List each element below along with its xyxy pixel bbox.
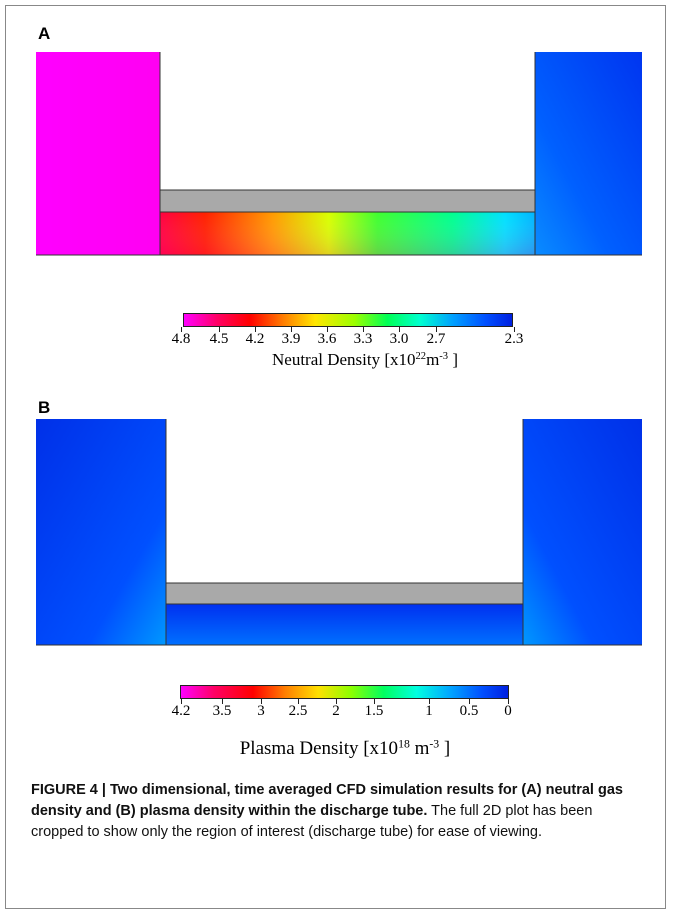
colorbar-tick-mark xyxy=(261,699,262,704)
colorbar-tick-label: 2.5 xyxy=(288,703,308,719)
colorbar-tick-label: 3.6 xyxy=(317,331,337,347)
colorbar-tick-mark xyxy=(336,699,337,704)
colorbar-tick-label: 4.2 xyxy=(245,331,265,347)
colorbar-tick-label: 2.7 xyxy=(426,331,446,347)
colorbar-tick-mark xyxy=(298,699,299,704)
colorbar-tick-mark xyxy=(222,699,223,704)
colorbar-tick-mark xyxy=(436,327,437,332)
colorbar-tick-mark xyxy=(181,699,182,704)
colorbar-tick-label: 3.9 xyxy=(281,331,301,347)
figure-caption-bold: FIGURE 4 | Two dimensional, time average… xyxy=(31,782,623,819)
colorbar-tick-label: 1 xyxy=(425,703,433,719)
colorbar-tick-label: 3.0 xyxy=(389,331,409,347)
panel-b-tube-wall xyxy=(165,582,524,605)
neutral-density-colorbar xyxy=(183,313,513,327)
colorbar-tick-label: 3.5 xyxy=(212,703,232,719)
colorbar-tick-mark xyxy=(291,327,292,332)
panel-label-a: A xyxy=(38,24,51,43)
colorbar-tick-label: 3 xyxy=(257,703,265,719)
figure-frame xyxy=(5,5,666,909)
plasma-density-colorbar-title: Plasma Density [x1018 m-3 ] xyxy=(239,737,451,759)
colorbar-tick-mark xyxy=(514,327,515,332)
figure-caption-text: The full 2D plot has been cropped to sho… xyxy=(31,803,593,840)
colorbar-tick-mark xyxy=(181,327,182,332)
panel-a-right-region xyxy=(535,52,642,255)
panel-b-left-region xyxy=(36,419,166,645)
neutral-density-colorbar-title: Neutral Density [x1022m-3 ] xyxy=(272,350,458,369)
colorbar-tick-label: 4.2 xyxy=(171,703,191,719)
colorbar-tick-label: 3.3 xyxy=(353,331,373,347)
colorbar-tick-mark xyxy=(508,699,509,704)
colorbar-tick-mark xyxy=(219,327,220,332)
colorbar-tick-label: 0 xyxy=(504,703,512,719)
colorbar-tick-mark xyxy=(327,327,328,332)
colorbar-tick-label: 2 xyxy=(332,703,340,719)
colorbar-tick-mark xyxy=(255,327,256,332)
colorbar-tick-mark xyxy=(469,699,470,704)
panel-label-b: B xyxy=(38,398,51,417)
figure-caption: FIGURE 4 | Two dimensional, time average… xyxy=(31,780,643,843)
panel-b-right-region xyxy=(523,419,642,645)
colorbar-tick-label: 1.5 xyxy=(364,703,384,719)
colorbar-tick-mark xyxy=(374,699,375,704)
plasma-density-colorbar xyxy=(180,685,509,699)
panel-a-left-region xyxy=(36,52,160,255)
panel-a-tube-wall xyxy=(159,189,536,213)
colorbar-tick-label: 0.5 xyxy=(459,703,479,719)
colorbar-tick-label: 4.5 xyxy=(209,331,229,347)
colorbar-tick-label: 2.3 xyxy=(504,331,524,347)
colorbar-tick-mark xyxy=(429,699,430,704)
colorbar-tick-mark xyxy=(363,327,364,332)
colorbar-tick-mark xyxy=(399,327,400,332)
colorbar-tick-label: 4.8 xyxy=(171,331,191,347)
